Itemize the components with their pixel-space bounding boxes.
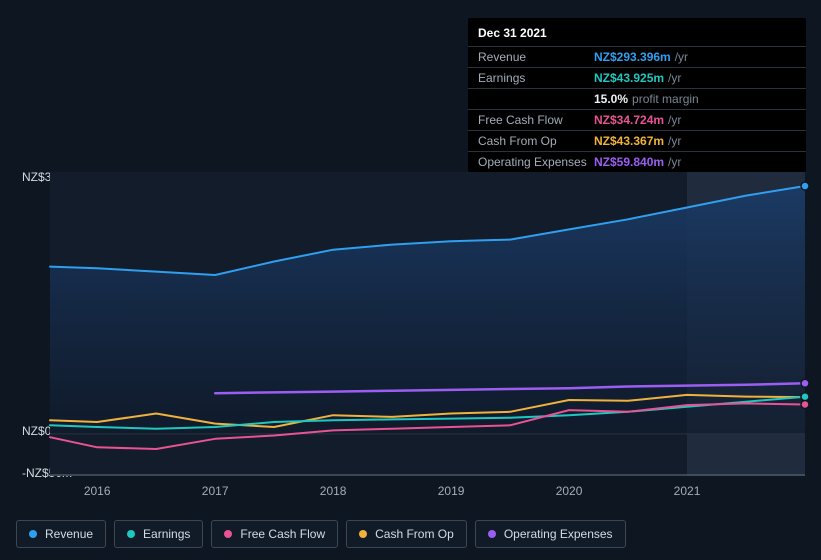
legend-swatch <box>29 530 37 538</box>
tooltip-row-unit: /yr <box>668 155 681 169</box>
legend-item-earnings[interactable]: Earnings <box>114 520 203 548</box>
tooltip-date: Dec 31 2021 <box>468 24 806 46</box>
tooltip-row-value: NZ$43.367m <box>594 134 664 148</box>
tooltip-row-unit: /yr <box>668 71 681 85</box>
legend-swatch <box>224 530 232 538</box>
legend-label: Free Cash Flow <box>240 527 325 541</box>
tooltip-row-label: Operating Expenses <box>478 155 594 169</box>
legend-item-fcf[interactable]: Free Cash Flow <box>211 520 338 548</box>
tooltip-row-unit: /yr <box>675 50 688 64</box>
tooltip-row-unit: /yr <box>668 134 681 148</box>
legend-item-revenue[interactable]: Revenue <box>16 520 106 548</box>
legend-label: Cash From Op <box>375 527 454 541</box>
legend-label: Earnings <box>143 527 190 541</box>
tooltip-row-value: NZ$59.840m <box>594 155 664 169</box>
tooltip-row-unit: profit margin <box>632 92 699 106</box>
tooltip-row: RevenueNZ$293.396m/yr <box>468 46 806 67</box>
tooltip-row: Free Cash FlowNZ$34.724m/yr <box>468 109 806 130</box>
chart-tooltip: Dec 31 2021 RevenueNZ$293.396m/yrEarning… <box>468 18 806 172</box>
legend-label: Revenue <box>45 527 93 541</box>
tooltip-row-unit: /yr <box>668 113 681 127</box>
tooltip-row-value: NZ$43.925m <box>594 71 664 85</box>
tooltip-row-value: NZ$293.396m <box>594 50 671 64</box>
end-marker-opex <box>801 379 809 387</box>
x-axis-label: 2021 <box>674 484 701 498</box>
x-axis-label: 2017 <box>202 484 229 498</box>
x-axis-label: 2020 <box>556 484 583 498</box>
end-marker-revenue <box>801 182 809 190</box>
x-axis-label: 2016 <box>84 484 111 498</box>
legend-swatch <box>359 530 367 538</box>
y-axis-label: NZ$0 <box>22 424 51 438</box>
tooltip-row-label: Revenue <box>478 50 594 64</box>
legend: Revenue Earnings Free Cash Flow Cash From O… <box>16 520 626 548</box>
legend-item-cfo[interactable]: Cash From Op <box>346 520 467 548</box>
x-axis-label: 2018 <box>320 484 347 498</box>
tooltip-row: 15.0% profit margin <box>468 88 806 109</box>
tooltip-row-value: 15.0% <box>594 92 628 106</box>
legend-swatch <box>488 530 496 538</box>
end-marker-fcf <box>801 400 809 408</box>
tooltip-row: Cash From OpNZ$43.367m/yr <box>468 130 806 151</box>
legend-item-opex[interactable]: Operating Expenses <box>475 520 626 548</box>
tooltip-row-value: NZ$34.724m <box>594 113 664 127</box>
financials-chart[interactable]: NZ$300mNZ$0-NZ$50m 201620172018201920202… <box>16 158 805 518</box>
tooltip-row-label: Earnings <box>478 71 594 85</box>
tooltip-row-label: Cash From Op <box>478 134 594 148</box>
legend-swatch <box>127 530 135 538</box>
tooltip-row: EarningsNZ$43.925m/yr <box>468 67 806 88</box>
tooltip-row-label: Free Cash Flow <box>478 113 594 127</box>
end-marker-earnings <box>801 393 809 401</box>
tooltip-row: Operating ExpensesNZ$59.840m/yr <box>468 151 806 172</box>
plot-area[interactable] <box>50 172 805 476</box>
legend-label: Operating Expenses <box>504 527 613 541</box>
end-markers <box>50 172 805 476</box>
x-axis-label: 2019 <box>438 484 465 498</box>
